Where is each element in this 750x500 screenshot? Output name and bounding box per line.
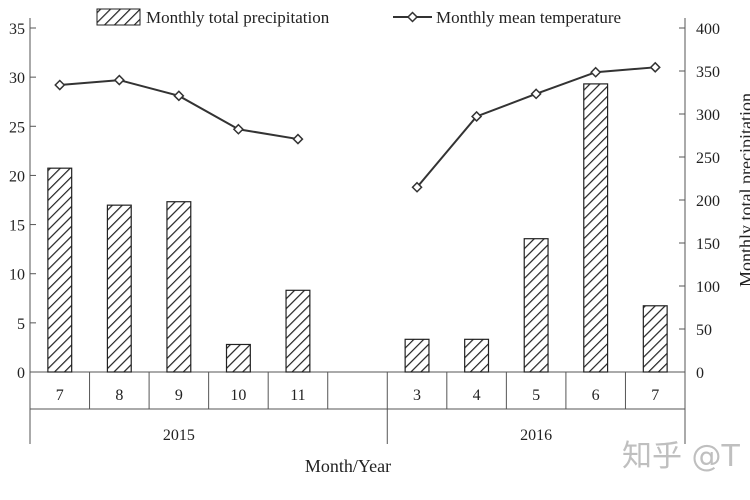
precipitation-bar (166, 201, 192, 373)
left-tick-label: 15 (9, 218, 25, 235)
temperature-point (54, 79, 66, 91)
left-tick-label: 10 (9, 267, 25, 284)
precipitation-bar (285, 289, 311, 373)
year-group-label: 2015 (163, 427, 195, 444)
left-tick-label: 0 (17, 365, 25, 382)
watermark-text: 知乎 @T (622, 439, 741, 474)
precipitation-bar (464, 338, 490, 373)
category-label: 3 (413, 387, 421, 404)
category-label: 8 (115, 387, 123, 404)
category-label: 7 (651, 387, 659, 404)
legend-temp-label: Monthly mean temperature (436, 8, 621, 27)
category-label: 6 (592, 387, 600, 404)
temperature-point (411, 181, 423, 193)
precipitation-bar (225, 343, 251, 373)
category-label: 7 (56, 387, 64, 404)
left-tick-label: 20 (9, 168, 25, 185)
temperature-point (173, 90, 185, 102)
category-label: 10 (230, 387, 246, 404)
precipitation-bar (106, 204, 132, 373)
x-axis-title: Month/Year (305, 456, 391, 476)
precipitation-bar (47, 167, 73, 373)
right-tick-label: 150 (696, 236, 720, 253)
legend-precip-swatch (96, 8, 141, 26)
left-tick-label: 5 (17, 316, 25, 333)
right-tick-label: 100 (696, 279, 720, 296)
temperature-point (649, 61, 661, 73)
category-label: 11 (290, 387, 305, 404)
right-tick-label: 0 (696, 365, 704, 382)
precipitation-bar (523, 238, 549, 373)
temperature-point (530, 88, 542, 100)
temperature-point (113, 74, 125, 86)
year-group-label: 2016 (520, 427, 552, 444)
right-tick-label: 400 (696, 21, 720, 38)
precipitation-bar (404, 338, 430, 373)
left-tick-label: 30 (9, 70, 25, 87)
left-tick-label: 35 (9, 21, 25, 38)
legend-temp-marker (406, 11, 419, 23)
right-tick-label: 350 (696, 64, 720, 81)
right-tick-label: 250 (696, 150, 720, 167)
precipitation-bar (642, 305, 668, 373)
legend: Monthly total precipitation Monthly mean… (96, 8, 621, 27)
category-label: 9 (175, 387, 183, 404)
precipitation-bar (583, 83, 609, 373)
temperature-point (590, 66, 602, 78)
left-tick-label: 25 (9, 119, 25, 136)
temperature-point (232, 123, 244, 135)
legend-precip-label: Monthly total precipitation (146, 8, 330, 27)
right-tick-label: 50 (696, 322, 712, 339)
temperature-point (292, 133, 304, 145)
temperature-line (416, 66, 656, 188)
temperature-line (59, 79, 299, 141)
category-label: 4 (473, 387, 481, 404)
category-label: 5 (532, 387, 540, 404)
right-axis-title: Monthly total precipitation (736, 93, 750, 287)
right-tick-label: 200 (696, 193, 720, 210)
temperature-point (471, 110, 483, 123)
right-tick-label: 300 (696, 107, 720, 124)
